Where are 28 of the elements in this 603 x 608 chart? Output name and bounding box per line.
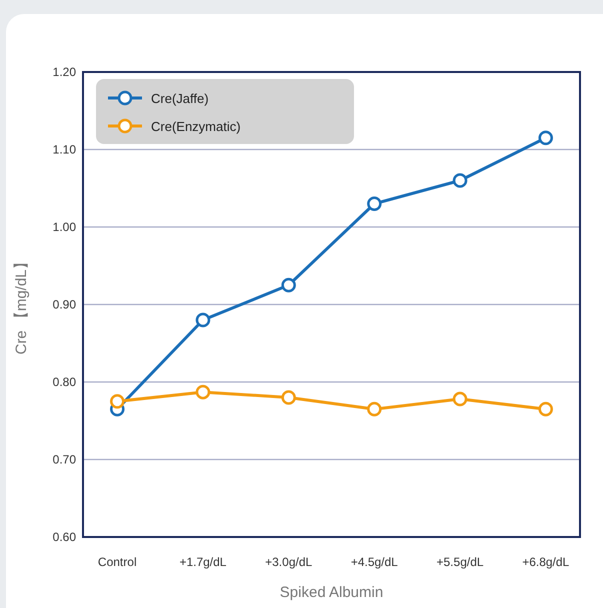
x-tick-label: +4.5g/dL	[350, 555, 398, 569]
legend-label: Cre(Enzymatic)	[151, 119, 241, 134]
y-tick-label: 0.80	[52, 375, 76, 389]
y-tick-label: 0.70	[52, 452, 76, 466]
x-tick-label: +5.5g/dL	[436, 555, 484, 569]
point	[196, 384, 210, 400]
x-tick-label: +1.7g/dL	[179, 555, 227, 569]
point	[538, 130, 553, 146]
point	[452, 392, 468, 406]
point	[538, 402, 553, 416]
y-tick-label: 0.60	[52, 530, 76, 544]
point	[367, 196, 382, 211]
x-tick-label: +6.8g/dL	[522, 555, 570, 569]
y-tick-label: 1.20	[52, 65, 76, 79]
point	[281, 278, 296, 292]
point	[196, 312, 210, 328]
x-tick-label: +3.0g/dL	[265, 555, 313, 569]
point	[452, 173, 468, 188]
y-axis-title: Cre 【mg/dL】	[13, 254, 30, 355]
x-axis-title: Spiked Albumin	[280, 584, 384, 601]
y-tick-label: 0.90	[52, 298, 76, 312]
point	[281, 390, 296, 405]
point	[110, 394, 125, 409]
y-tick-label: 1.10	[52, 142, 76, 156]
y-tick-label: 1.00	[52, 220, 76, 234]
x-tick-label: Control	[98, 555, 137, 569]
legend-label: Cre(Jaffe)	[151, 91, 209, 106]
point	[367, 402, 382, 416]
